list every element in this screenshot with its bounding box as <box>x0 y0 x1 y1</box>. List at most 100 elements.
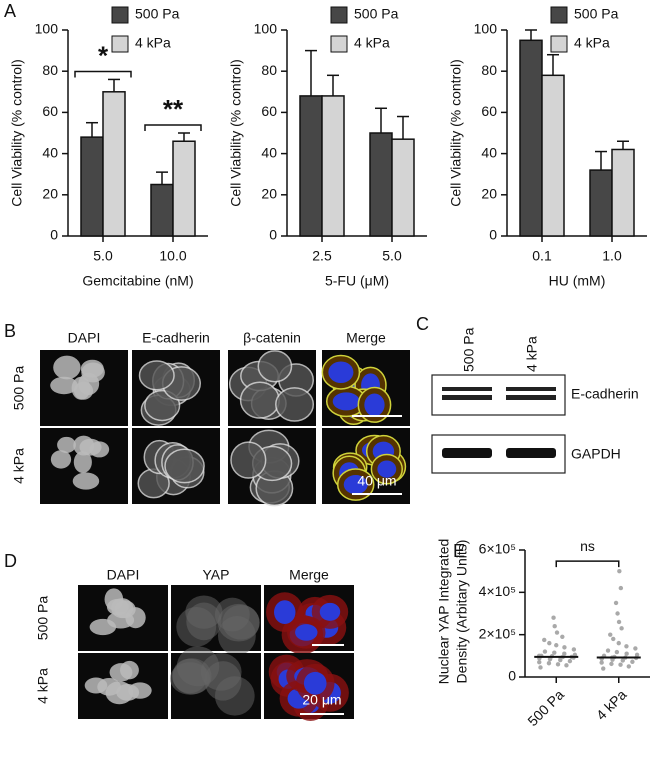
nucleus <box>57 436 76 453</box>
legend-label: 4 kPa <box>574 35 610 51</box>
bar <box>611 148 635 237</box>
x-tick-label: 1.0 <box>602 248 622 264</box>
data-point <box>613 600 619 606</box>
y-tick-label: 80 <box>481 62 497 78</box>
column-header: DAPI <box>68 330 101 346</box>
x-tick-label: 5.0 <box>382 248 402 264</box>
membrane <box>138 360 175 391</box>
column-header: Merge <box>346 330 386 346</box>
data-point <box>619 626 624 631</box>
x-tick-label: 2.5 <box>312 248 332 264</box>
y-axis-label: Cell Viability (% control) <box>9 59 25 207</box>
nucleus <box>73 451 92 474</box>
bar <box>391 138 415 237</box>
nucleus <box>50 376 78 395</box>
panel-label: C <box>416 314 429 334</box>
data-point <box>609 661 614 667</box>
row-label: 500 Pa <box>35 596 51 641</box>
column-header: Merge <box>289 567 329 583</box>
panel-label: B <box>4 321 16 341</box>
data-point <box>554 630 560 635</box>
band-label: E-cadherin <box>571 386 639 402</box>
cytoplasm <box>222 604 260 640</box>
nucleus <box>72 472 100 490</box>
data-point <box>547 656 553 662</box>
panel-label: E <box>453 541 465 561</box>
data-point <box>611 636 616 642</box>
y-tick-label: 4×10⁵ <box>479 583 516 599</box>
data-point <box>608 632 613 637</box>
row-label: 4 kPa <box>35 668 51 704</box>
data-point <box>562 645 567 650</box>
nucleus <box>50 450 72 469</box>
band-label: GAPDH <box>571 446 621 462</box>
y-tick-label: 60 <box>481 103 497 119</box>
legend-label: 500 Pa <box>135 6 180 22</box>
data-point <box>554 643 559 648</box>
significance-bracket <box>555 560 620 568</box>
membrane <box>275 387 315 422</box>
nucleus <box>295 624 318 641</box>
data-point <box>633 646 638 651</box>
nucleus <box>364 393 385 417</box>
lane-label: 4 kPa <box>524 336 540 372</box>
y-tick-label: 0 <box>489 227 497 243</box>
panel-label: D <box>4 551 17 571</box>
nucleus <box>274 600 296 625</box>
row-label: 500 Pa <box>11 366 27 411</box>
data-point <box>634 652 640 657</box>
scale-label: 40 μm <box>357 473 396 489</box>
legend-swatch <box>111 6 129 24</box>
bar <box>172 140 196 237</box>
bar <box>150 183 174 237</box>
legend-swatch <box>330 6 348 24</box>
x-axis-label: 5-FU (μM) <box>325 273 389 289</box>
significance-bracket <box>74 70 132 78</box>
membrane <box>164 448 205 484</box>
data-point <box>617 568 622 574</box>
y-tick-label: 0 <box>50 227 58 243</box>
nucleus <box>53 355 81 380</box>
data-point <box>572 652 578 657</box>
bar <box>80 136 104 237</box>
x-axis-label: HU (mM) <box>549 273 606 289</box>
data-point <box>615 611 620 616</box>
membrane <box>239 381 280 419</box>
x-tick-label: 10.0 <box>159 248 186 264</box>
legend-swatch <box>330 35 348 53</box>
data-point <box>624 644 629 649</box>
y-tick-label: 20 <box>42 186 58 202</box>
data-point <box>571 647 577 652</box>
bar <box>589 169 613 237</box>
cytoplasm <box>200 653 242 691</box>
western-blot <box>431 374 566 474</box>
nucleus <box>332 392 360 411</box>
nucleus <box>319 602 341 621</box>
y-tick-label: 60 <box>261 103 277 119</box>
x-axis-label: Gemcitabine (nM) <box>82 273 193 289</box>
y-tick-label: 20 <box>481 186 497 202</box>
y-tick-label: 6×10⁵ <box>479 541 516 557</box>
legend-label: 500 Pa <box>354 6 399 22</box>
data-point <box>560 634 565 639</box>
data-point <box>555 662 561 667</box>
membrane <box>257 350 293 383</box>
y-axis-label: Density (Arbitary Units) <box>454 540 470 684</box>
data-point <box>616 619 622 625</box>
micrographs <box>40 350 410 721</box>
cytoplasm <box>186 602 222 641</box>
y-tick-label: 40 <box>481 144 497 160</box>
data-point <box>562 651 567 656</box>
x-tick-label: 500 Pa <box>524 686 567 729</box>
y-tick-label: 100 <box>35 21 59 37</box>
data-point <box>618 662 623 667</box>
legend-label: 500 Pa <box>574 6 619 22</box>
nucleus <box>377 460 397 478</box>
data-point <box>538 665 543 670</box>
y-tick-label: 40 <box>261 144 277 160</box>
data-point <box>546 661 552 666</box>
data-point <box>537 659 542 665</box>
significance-label: ** <box>163 94 184 124</box>
y-tick-label: 80 <box>42 62 58 78</box>
